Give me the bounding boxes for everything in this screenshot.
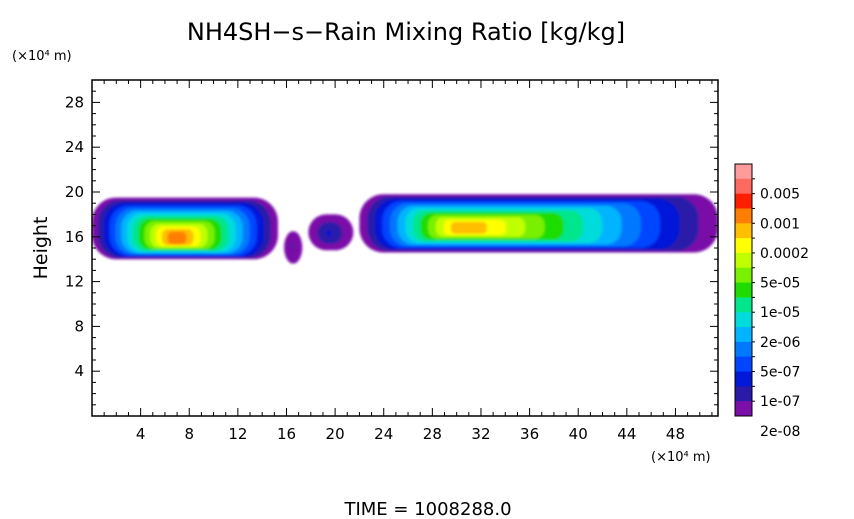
y-tick-label: 24 [65, 138, 84, 156]
cloud-region [359, 194, 718, 253]
colorbar: 0.005 0.001 0.0002 5e-05 1e-05 2e-06 5e-07 1e-0… [734, 163, 809, 440]
colorbar-swatch [735, 282, 752, 298]
x-tick-label: 48 [666, 425, 685, 443]
colorbar-label: 0.001 [760, 216, 800, 232]
colorbar-label: 5e-05 [760, 276, 800, 292]
x-unit-label: (×10⁴ m) [651, 450, 711, 465]
x-tick-label: 12 [228, 425, 247, 443]
contour-band [167, 231, 187, 245]
colorbar-swatch [735, 267, 752, 283]
y-axis-label: Height [30, 217, 52, 280]
colorbar-swatch [735, 178, 752, 195]
colorbar-swatch [735, 386, 752, 402]
colorbar-swatch [735, 252, 752, 269]
y-tick-label: 28 [65, 93, 84, 111]
cloud-region [308, 214, 354, 251]
x-tick-label: 8 [184, 425, 194, 443]
contour-band [291, 242, 294, 250]
y-tick-label: 4 [74, 362, 84, 380]
colorbar-swatch [735, 341, 752, 358]
y-tick-label: 8 [74, 317, 84, 335]
x-tick-label: 24 [374, 425, 393, 443]
colorbar-label: 2e-08 [760, 424, 800, 440]
x-tick-label: 4 [136, 425, 146, 443]
heatmap-field [92, 194, 718, 264]
x-tick-label: 36 [520, 425, 539, 443]
cloud-region [92, 197, 278, 260]
colorbar-swatch [735, 356, 752, 372]
y-unit-label: (×10⁴ m) [12, 49, 72, 64]
colorbar-swatch [735, 327, 752, 343]
chart-title: NH4SH−s−Rain Mixing Ratio [kg/kg] [187, 18, 625, 46]
x-tick-label: 20 [326, 425, 345, 443]
cloud-region [284, 231, 303, 264]
colorbar-swatch [735, 312, 752, 328]
contour-band [326, 229, 332, 238]
x-tick-label: 40 [569, 425, 588, 443]
x-axis: 4 8 12 16 20 24 28 32 36 40 44 48 [103, 80, 713, 443]
time-label: TIME = 1008288.0 [343, 499, 511, 519]
y-axis: 4 8 12 16 20 24 28 [65, 90, 718, 406]
colorbar-label: 2e-06 [760, 335, 800, 351]
contour-band [450, 222, 487, 234]
colorbar-swatch [735, 208, 752, 224]
colorbar-swatch [735, 297, 752, 313]
colorbar-swatch [735, 164, 752, 180]
y-tick-label: 16 [65, 228, 84, 246]
colorbar-swatch [735, 193, 752, 209]
colorbar-label: 0.0002 [760, 246, 809, 262]
x-tick-label: 28 [423, 425, 442, 443]
y-tick-label: 20 [65, 183, 84, 201]
x-tick-label: 32 [471, 425, 490, 443]
colorbar-label: 5e-07 [760, 365, 800, 381]
colorbar-label: 1e-05 [760, 305, 800, 321]
y-tick-label: 12 [65, 273, 84, 291]
colorbar-label: 1e-07 [760, 394, 800, 410]
colorbar-swatch [735, 223, 752, 239]
colorbar-frame [734, 163, 753, 417]
colorbar-swatch [735, 238, 752, 254]
x-tick-label: 16 [277, 425, 296, 443]
colorbar-label: 0.005 [760, 187, 800, 203]
x-tick-label: 44 [617, 425, 636, 443]
colorbar-swatch [735, 401, 752, 417]
colorbar-swatch [735, 371, 752, 387]
